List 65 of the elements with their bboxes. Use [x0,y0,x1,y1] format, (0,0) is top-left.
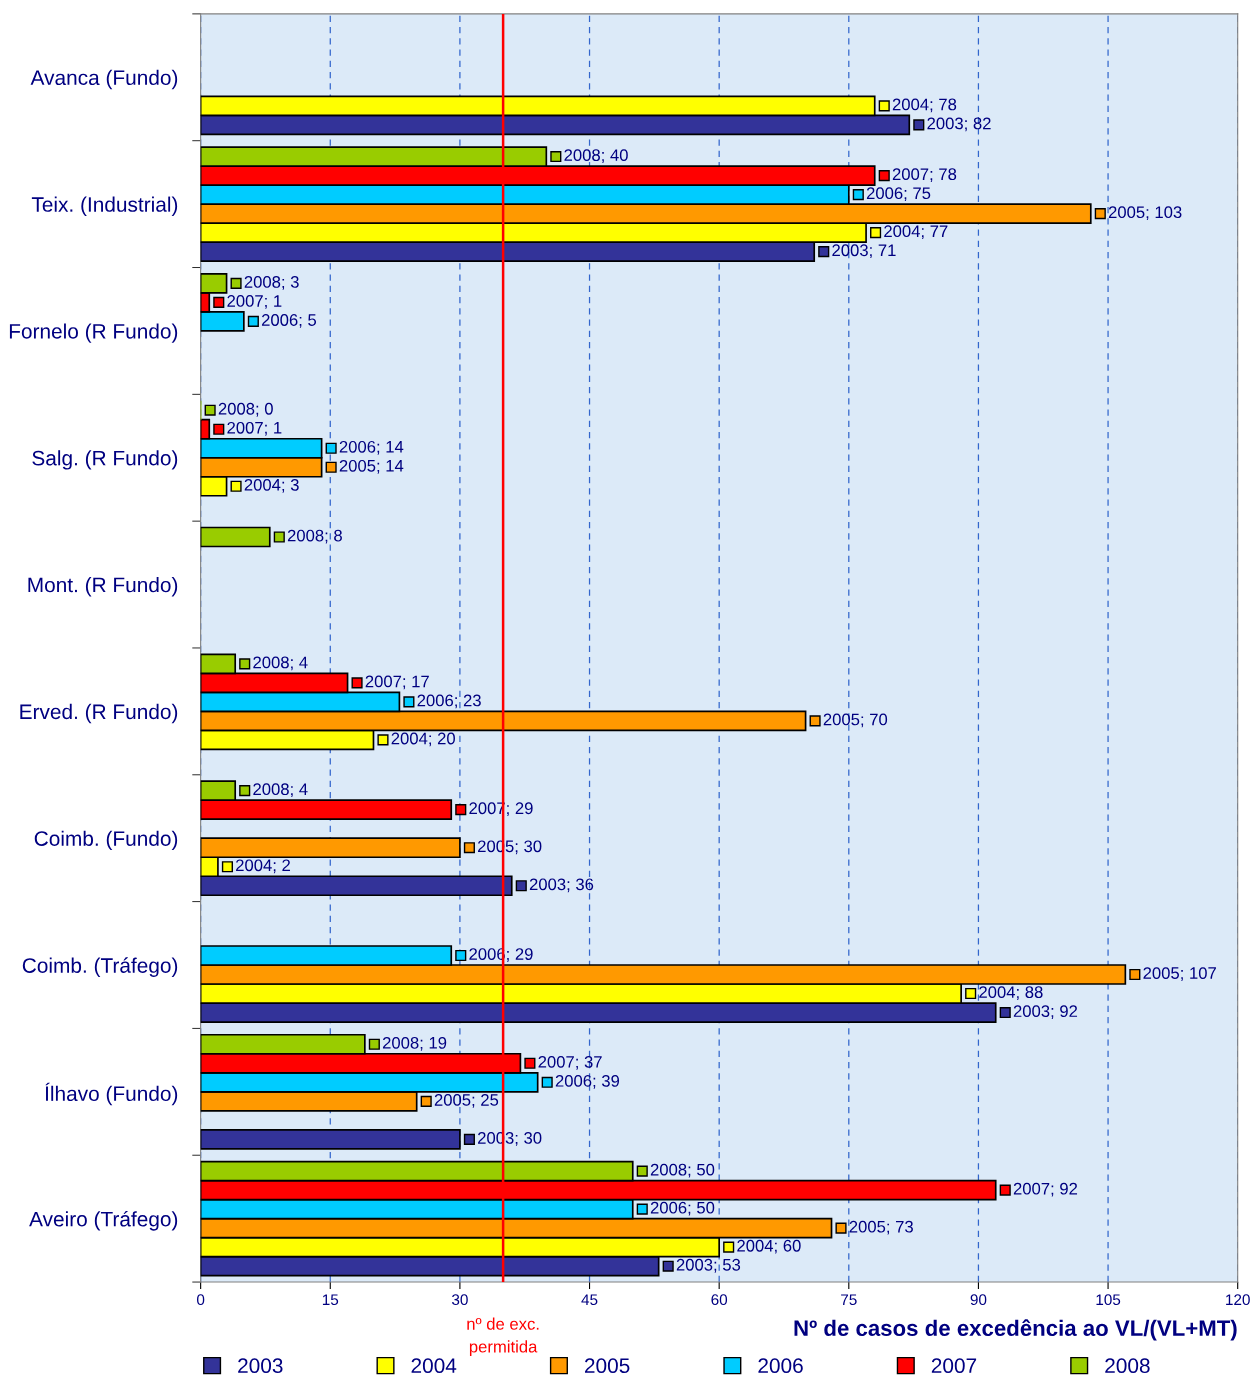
data-label: 2008; 4 [253,656,308,671]
x-tick-label: 120 [1226,1294,1250,1306]
data-label: 2004; 78 [892,98,957,113]
x-tick-label: 0 [196,1294,205,1306]
data-label: 2006; 75 [866,187,931,202]
data-label: 2003; 82 [927,117,991,132]
data-label: 2004; 2 [236,859,290,874]
data-label: 2006; 39 [555,1074,620,1089]
data-label: 2006; 14 [339,440,404,455]
data-label: 2003; 36 [529,878,594,893]
data-label: 2008; 50 [650,1163,715,1178]
data-label: 2003; 92 [1013,1005,1078,1020]
data-label: 2008; 0 [218,402,273,417]
x-tick-label: 45 [581,1294,598,1306]
data-label: 2008; 8 [287,529,342,544]
legend-label: 2003 [238,1358,283,1374]
data-label: 2004; 3 [244,478,299,493]
data-label: 2004; 60 [737,1239,801,1254]
data-label: 2008; 3 [244,276,299,290]
legend-label: 2007 [931,1358,977,1374]
y-tick-label: Avanca (Fundo) [30,69,178,90]
data-label: 2005; 103 [1108,206,1182,221]
data-label: 2008; 19 [382,1036,447,1051]
x-tick-label: 90 [970,1294,987,1306]
data-label: 2007; 17 [365,675,429,690]
legend-label: 2008 [1105,1358,1150,1374]
y-tick-label: Fornelo (R Fundo) [9,323,178,343]
data-label: 2005; 107 [1143,967,1216,981]
data-label: 2007; 92 [1013,1182,1078,1197]
legend-label: 2005 [584,1358,630,1374]
y-tick-label: Erved. (R Fundo) [20,703,178,724]
data-label: 2008; 40 [564,149,628,163]
data-label: 2004; 88 [979,986,1043,1000]
legend-label: 2006 [758,1358,803,1374]
data-label: 2004; 77 [884,225,948,240]
data-label: 2007; 78 [892,168,957,183]
data-label: 2007; 1 [227,421,282,436]
y-tick-label: Coimb. (Tráfego) [22,957,178,977]
data-label: 2005; 73 [849,1220,913,1235]
data-label: 2006; 50 [650,1201,715,1216]
x-tick-label: 15 [322,1294,339,1306]
x-tick-label: 30 [451,1294,468,1306]
data-label: 2007; 37 [538,1055,602,1070]
data-label: 2007; 1 [227,295,282,309]
y-tick-label: Ílhavo (Fundo) [45,1082,178,1106]
y-tick-label: Aveiro (Tráfego) [29,1210,178,1231]
legend-label: 2004 [411,1358,457,1374]
y-tick-label: Teix. (Industrial) [31,196,178,216]
data-label: 2008; 4 [253,783,308,798]
y-tick-label: Coimb. (Fundo) [34,830,178,851]
ref-line-label: nº de exc. permitida [467,1317,539,1356]
data-label: 2004; 20 [391,732,455,747]
data-label: 2006; 23 [417,694,481,709]
data-label: 2005; 70 [823,713,888,728]
data-label: 2003; 53 [676,1258,741,1273]
x-tick-label: 105 [1096,1294,1121,1306]
y-tick-label: Salg. (R Fundo) [32,450,178,470]
y-tick-label: Mont. (R Fundo) [28,577,178,597]
data-label: 2003; 71 [832,244,896,259]
data-label: 2006; 5 [261,314,317,328]
data-label: 2005; 25 [434,1094,499,1108]
x-axis-title: Nº de casos de excedência ao VL/(VL+MT) [794,1319,1237,1341]
x-tick-label: 60 [711,1294,728,1306]
data-label: 2005; 14 [339,459,404,474]
x-tick-label: 75 [841,1294,857,1306]
